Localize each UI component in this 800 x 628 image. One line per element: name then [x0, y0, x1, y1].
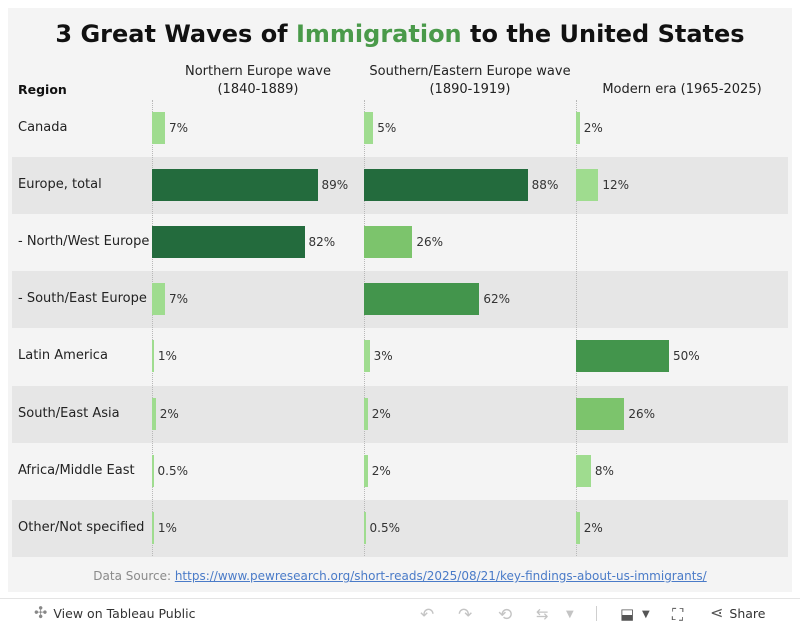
- data-label: 7%: [169, 292, 189, 307]
- bar[interactable]: [152, 169, 318, 202]
- download-icon[interactable]: ⬓: [620, 605, 635, 623]
- row-label: Africa/Middle East: [18, 462, 135, 478]
- bar[interactable]: [364, 169, 528, 202]
- bar[interactable]: [152, 454, 154, 487]
- bar[interactable]: [152, 511, 154, 544]
- bar[interactable]: [152, 397, 156, 430]
- bar[interactable]: [364, 397, 368, 430]
- data-label: 12%: [602, 178, 629, 193]
- data-label: 8%: [594, 463, 614, 478]
- share-label: Share: [729, 605, 766, 621]
- column-divider: [152, 100, 153, 556]
- data-label: 0.5%: [369, 520, 401, 535]
- data-label: 7%: [169, 121, 189, 135]
- column-header-southern: Southern/Eastern Europe wave (1890-1919): [364, 63, 576, 99]
- data-label: 1%: [157, 349, 177, 364]
- row-label: Latin America: [18, 348, 108, 364]
- viz-container: 3 Great Waves of Immigration to the Unit…: [8, 8, 792, 592]
- column-divider: [364, 100, 365, 556]
- column-header-northern: Northern Europe wave (1840-1889): [152, 63, 364, 99]
- data-label: 50%: [673, 349, 700, 364]
- data-label: 26%: [628, 406, 656, 421]
- data-label: 2%: [583, 121, 603, 135]
- data-label: 2%: [371, 406, 391, 421]
- row-label: - South/East Europe: [18, 291, 147, 307]
- column-divider: [576, 100, 577, 556]
- chart-title: 3 Great Waves of Immigration to the Unit…: [8, 20, 792, 48]
- table-row: [12, 499, 788, 557]
- bar[interactable]: [576, 397, 625, 430]
- column-header-line2: (1840-1889): [217, 82, 299, 97]
- row-label: Canada: [18, 120, 68, 135]
- data-label: 1%: [157, 520, 177, 535]
- source-link[interactable]: https://www.pewresearch.org/short-reads/…: [174, 569, 707, 583]
- table-row: [12, 328, 788, 385]
- refresh-icon[interactable]: ⇆: [536, 605, 549, 623]
- bar[interactable]: [576, 112, 580, 144]
- undo-icon[interactable]: ↶: [420, 605, 435, 625]
- table-row: [12, 385, 788, 443]
- data-label: 2%: [583, 520, 603, 535]
- title-part-2: to the United States: [461, 20, 745, 48]
- column-header-line1: Northern Europe wave: [185, 64, 331, 79]
- share-icon: ⋖: [710, 603, 724, 622]
- row-label: - North/West Europe: [18, 234, 150, 250]
- data-label: 88%: [531, 178, 559, 193]
- data-label: 89%: [321, 178, 349, 193]
- revert-icon[interactable]: ⟲: [498, 605, 513, 625]
- share-button[interactable]: ⋖ Share: [710, 605, 765, 621]
- data-label: 3%: [373, 349, 393, 364]
- data-label: 26%: [416, 235, 444, 250]
- tableau-toolbar: ✣ View on Tableau Public ↶ ↷ ⟲ ⇆ ▼ ⬓ ▼ ⛶…: [0, 598, 800, 628]
- view-on-tableau-button[interactable]: ✣ View on Tableau Public: [34, 605, 195, 621]
- toolbar-divider: [596, 606, 597, 621]
- bar[interactable]: [364, 112, 374, 144]
- column-header-modern: Modern era (1965-2025): [576, 81, 788, 99]
- title-part-1: 3 Great Waves of: [55, 20, 296, 48]
- tableau-logo-icon: ✣: [34, 603, 48, 622]
- data-label: 0.5%: [157, 463, 189, 478]
- bar[interactable]: [364, 283, 480, 316]
- redo-icon[interactable]: ↷: [458, 605, 473, 625]
- row-label: Other/Not specified: [18, 519, 145, 535]
- view-on-tableau-label: View on Tableau Public: [53, 605, 196, 621]
- bar[interactable]: [152, 112, 166, 144]
- fullscreen-icon[interactable]: ⛶: [672, 605, 684, 624]
- bar[interactable]: [152, 226, 305, 259]
- column-header-line1: Modern era (1965-2025): [602, 82, 762, 97]
- bar[interactable]: [364, 340, 370, 373]
- bar[interactable]: [364, 511, 366, 544]
- bar[interactable]: [152, 340, 154, 373]
- bar[interactable]: [576, 511, 580, 544]
- data-label: 5%: [377, 121, 397, 135]
- row-label: South/East Asia: [18, 405, 120, 421]
- bar[interactable]: [576, 340, 669, 373]
- bar[interactable]: [152, 283, 166, 316]
- bar[interactable]: [364, 454, 368, 487]
- region-header: Region: [18, 82, 67, 97]
- data-label: 2%: [371, 463, 391, 478]
- column-header-line2: (1890-1919): [429, 82, 511, 97]
- row-label: Europe, total: [18, 177, 102, 193]
- source-prefix: Data Source:: [93, 569, 175, 583]
- data-label: 2%: [159, 406, 179, 421]
- title-highlight: Immigration: [295, 20, 462, 48]
- bar[interactable]: [576, 454, 591, 487]
- column-header-line1: Southern/Eastern Europe wave: [369, 64, 571, 79]
- bar[interactable]: [364, 226, 413, 259]
- chevron-down-icon[interactable]: ▼: [642, 609, 650, 620]
- bar[interactable]: [576, 169, 599, 202]
- data-label: 82%: [308, 235, 336, 250]
- chevron-down-icon[interactable]: ▼: [566, 609, 574, 620]
- table-row: [12, 100, 788, 157]
- data-source: Data Source: https://www.pewresearch.org…: [8, 569, 792, 583]
- data-label: 62%: [483, 292, 510, 307]
